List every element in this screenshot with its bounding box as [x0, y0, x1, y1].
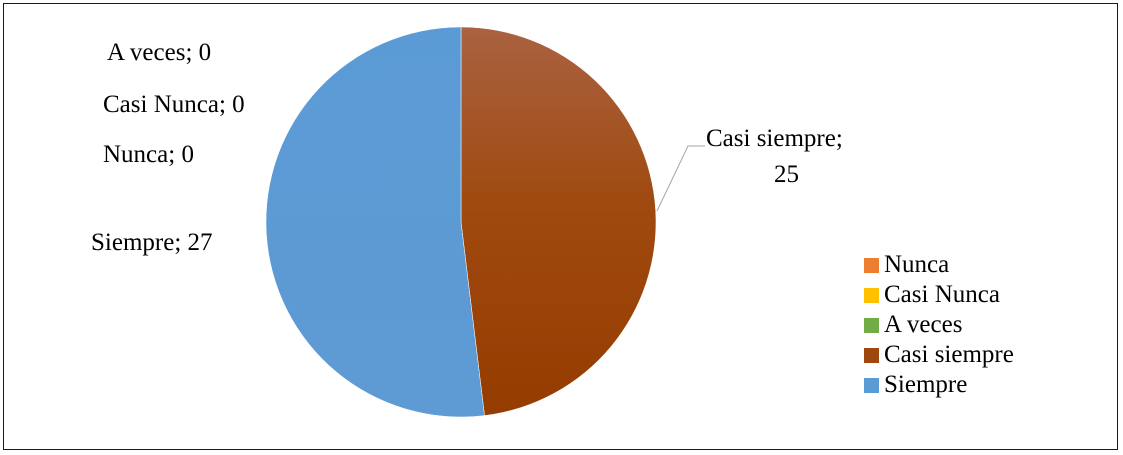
legend-swatch-siempre — [864, 377, 879, 393]
legend-label-casi-nunca: Casi Nunca — [884, 281, 1000, 308]
chart-legend: Nunca Casi Nunca A veces Casi siempre Si… — [864, 250, 1014, 400]
legend-swatch-a-veces — [864, 317, 879, 333]
pie-slice-casi-siempre — [460, 26, 657, 416]
legend-item-casi-siempre: Casi siempre — [864, 340, 1014, 370]
legend-label-siempre: Siempre — [884, 371, 968, 398]
legend-swatch-casi-nunca — [864, 287, 879, 303]
data-label-nunca: Nunca; 0 — [103, 141, 194, 168]
leader-line-casi-siempre — [656, 145, 705, 212]
data-label-siempre: Siempre; 27 — [91, 229, 213, 256]
data-label-casi-nunca: Casi Nunca; 0 — [103, 91, 245, 118]
pie-slice-siempre — [265, 26, 485, 418]
legend-item-nunca: Nunca — [864, 250, 1014, 280]
legend-item-siempre: Siempre — [864, 370, 1014, 400]
data-label-a-veces: A veces; 0 — [107, 39, 212, 66]
legend-label-a-veces: A veces — [884, 311, 963, 338]
data-label-casi-siempre-name: Casi siempre; — [706, 125, 843, 152]
legend-item-casi-nunca: Casi Nunca — [864, 280, 1014, 310]
legend-label-casi-siempre: Casi siempre — [884, 341, 1014, 368]
data-label-casi-siempre-value: 25 — [774, 161, 799, 188]
legend-swatch-casi-siempre — [864, 347, 879, 363]
legend-label-nunca: Nunca — [884, 251, 950, 278]
legend-swatch-nunca — [864, 257, 879, 273]
legend-item-a-veces: A veces — [864, 310, 1014, 340]
